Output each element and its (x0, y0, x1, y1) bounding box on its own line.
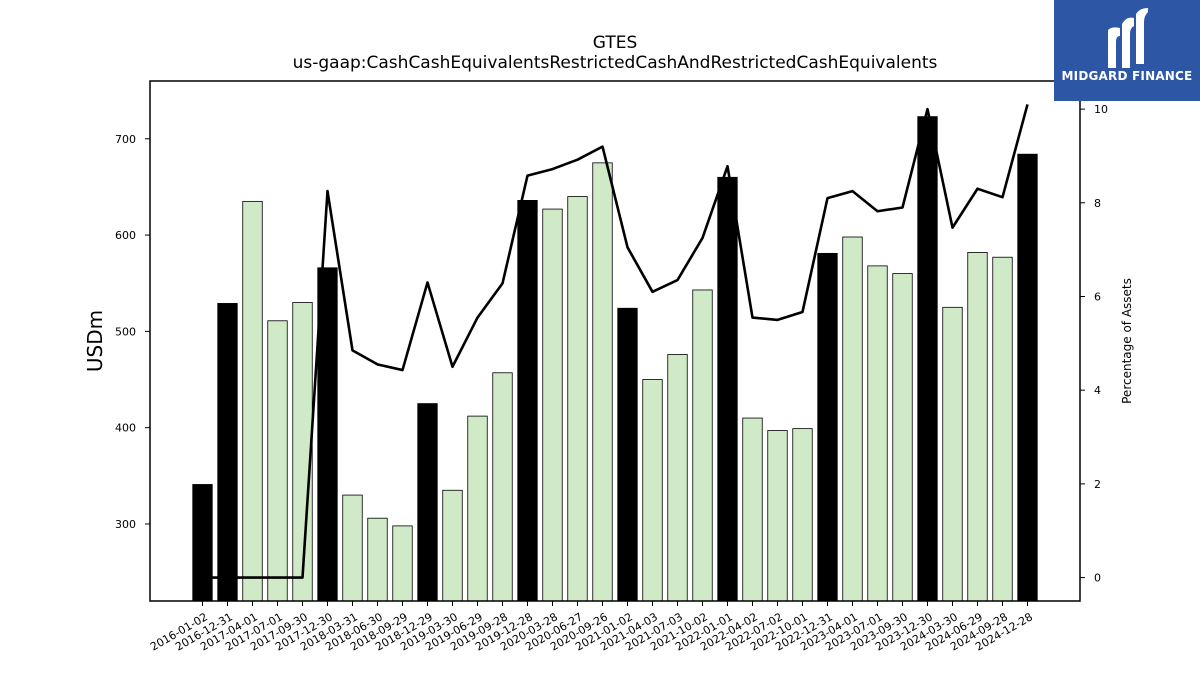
line-layer (202, 104, 1029, 579)
plot-frame (149, 80, 1081, 602)
logo-text: MIDGARD FINANCE (1061, 69, 1193, 83)
bar (942, 306, 963, 602)
bar (742, 417, 763, 602)
bar (817, 252, 838, 602)
bar (792, 428, 813, 602)
bar (917, 116, 938, 602)
y-axis-label: USDm (83, 310, 107, 372)
bar (367, 517, 388, 602)
bar (567, 196, 588, 602)
bar (692, 289, 713, 602)
bar (967, 252, 988, 602)
bar (717, 176, 738, 602)
bar (442, 489, 463, 602)
y2-tick-label: 8 (1094, 197, 1101, 210)
y-tick-label: 300 (115, 518, 136, 531)
bar (467, 415, 488, 602)
bar (1017, 153, 1038, 602)
chart-title: GTES (593, 33, 637, 53)
midgard-finance-logo: MIDGARD FINANCE (1054, 0, 1200, 101)
bar (267, 320, 288, 602)
bar (492, 372, 513, 602)
bars-layer (192, 116, 1038, 602)
bar (417, 403, 438, 602)
x-axis: 2016-01-022016-12-312017-04-012017-07-01… (148, 601, 1035, 654)
bar (342, 494, 363, 602)
y2-tick-label: 4 (1094, 384, 1101, 397)
y2-tick-label: 0 (1094, 572, 1101, 585)
bar (642, 379, 663, 602)
logo-mark-icon (1108, 8, 1148, 68)
y-tick-label: 400 (115, 422, 136, 435)
y-tick-label: 600 (115, 229, 136, 242)
bar (617, 307, 638, 602)
percentage-line (202, 104, 1029, 579)
bar (667, 354, 688, 602)
bar (867, 265, 888, 602)
y2-axis-label: Percentage of Assets (1120, 278, 1134, 404)
bar (592, 162, 613, 602)
y-axis-right: 0 2 4 6 8 10 (1080, 103, 1108, 585)
bar (292, 302, 313, 602)
bar (317, 267, 338, 602)
bar (542, 208, 563, 602)
y-tick-label: 700 (115, 133, 136, 146)
bar (842, 236, 863, 602)
bar (767, 430, 788, 602)
y2-tick-label: 6 (1094, 290, 1101, 303)
bar (892, 273, 913, 602)
bar (192, 484, 213, 602)
y-axis-left: 300 400 500 600 700 (115, 133, 150, 531)
bar (392, 525, 413, 602)
bar (992, 256, 1013, 602)
bar (242, 200, 263, 602)
bar (517, 200, 538, 602)
chart-subtitle: us-gaap:CashCashEquivalentsRestrictedCas… (293, 53, 938, 73)
bar (217, 303, 238, 602)
y2-tick-label: 2 (1094, 478, 1101, 491)
y2-tick-label: 10 (1094, 103, 1108, 116)
y-tick-label: 500 (115, 325, 136, 338)
